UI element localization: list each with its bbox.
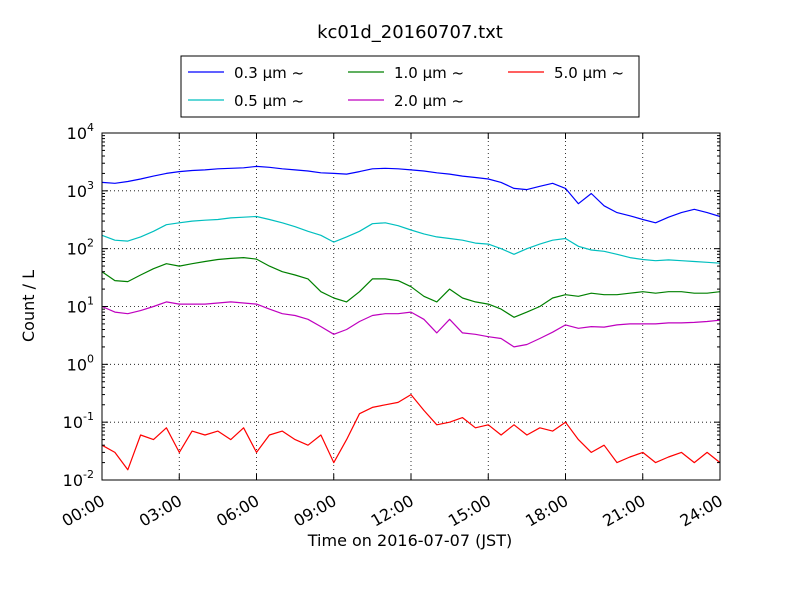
legend-box: [180, 55, 640, 118]
y-tick-exponent: 1: [87, 295, 94, 308]
y-tick-label: 104: [67, 121, 94, 143]
y-tick-base: 10: [67, 355, 87, 374]
y-axis-label: Count / L: [19, 270, 38, 342]
x-tick-label: 12:00: [368, 491, 417, 531]
x-axis-label: Time on 2016-07-07 (JST): [307, 531, 512, 550]
y-tick-label: 10-2: [63, 468, 94, 490]
y-tick-exponent: 2: [87, 237, 94, 250]
x-tick-label: 18:00: [522, 491, 571, 531]
y-tick-base: 10: [67, 240, 87, 259]
y-tick-label: 102: [67, 237, 94, 259]
y-tick-label: 101: [67, 295, 94, 317]
legend-label: 2.0 μm ~: [394, 92, 464, 110]
grid: [102, 133, 720, 480]
x-tick-label: 15:00: [445, 491, 494, 531]
y-tick-exponent: 3: [87, 179, 94, 192]
y-tick-exponent: 4: [87, 121, 94, 134]
series-line: [101, 257, 721, 318]
legend: 0.3 μm ~ 0.5 μm ~ 1.0 μm ~ 2.0 μm ~ 5.0 μm ~: [180, 55, 640, 118]
x-tick-label: 06:00: [213, 491, 262, 531]
y-tick-exponent: -2: [83, 468, 94, 481]
y-tick-base: 10: [67, 298, 87, 317]
legend-label: 0.5 μm ~: [234, 92, 304, 110]
x-axis: 00:00 03:00 06:00 09:00 12:00 15:00 18:00 21:00…: [59, 133, 726, 531]
series-line: [101, 165, 721, 224]
y-tick-label: 103: [67, 179, 94, 201]
y-tick-base: 10: [67, 182, 87, 201]
y-tick-exponent: -1: [83, 410, 94, 423]
plot-lines: [101, 165, 721, 471]
y-tick-label: 100: [67, 352, 94, 374]
x-tick-label: 00:00: [59, 491, 108, 531]
y-tick-base: 10: [63, 471, 83, 490]
x-tick-label: 24:00: [677, 491, 726, 531]
chart-title: kc01d_20160707.txt: [317, 22, 503, 43]
legend-label: 5.0 μm ~: [554, 64, 624, 82]
series-line: [101, 215, 721, 264]
y-tick-base: 10: [63, 413, 83, 432]
x-tick-label: 03:00: [136, 491, 185, 531]
y-tick-base: 10: [67, 124, 87, 143]
legend-label: 0.3 μm ~: [234, 64, 304, 82]
series-line: [101, 301, 721, 348]
legend-label: 1.0 μm ~: [394, 64, 464, 82]
y-tick-exponent: 0: [87, 352, 94, 365]
y-tick-label: 10-1: [63, 410, 94, 432]
series-line: [101, 394, 721, 471]
x-tick-label: 09:00: [290, 491, 339, 531]
x-tick-label: 21:00: [599, 491, 648, 531]
